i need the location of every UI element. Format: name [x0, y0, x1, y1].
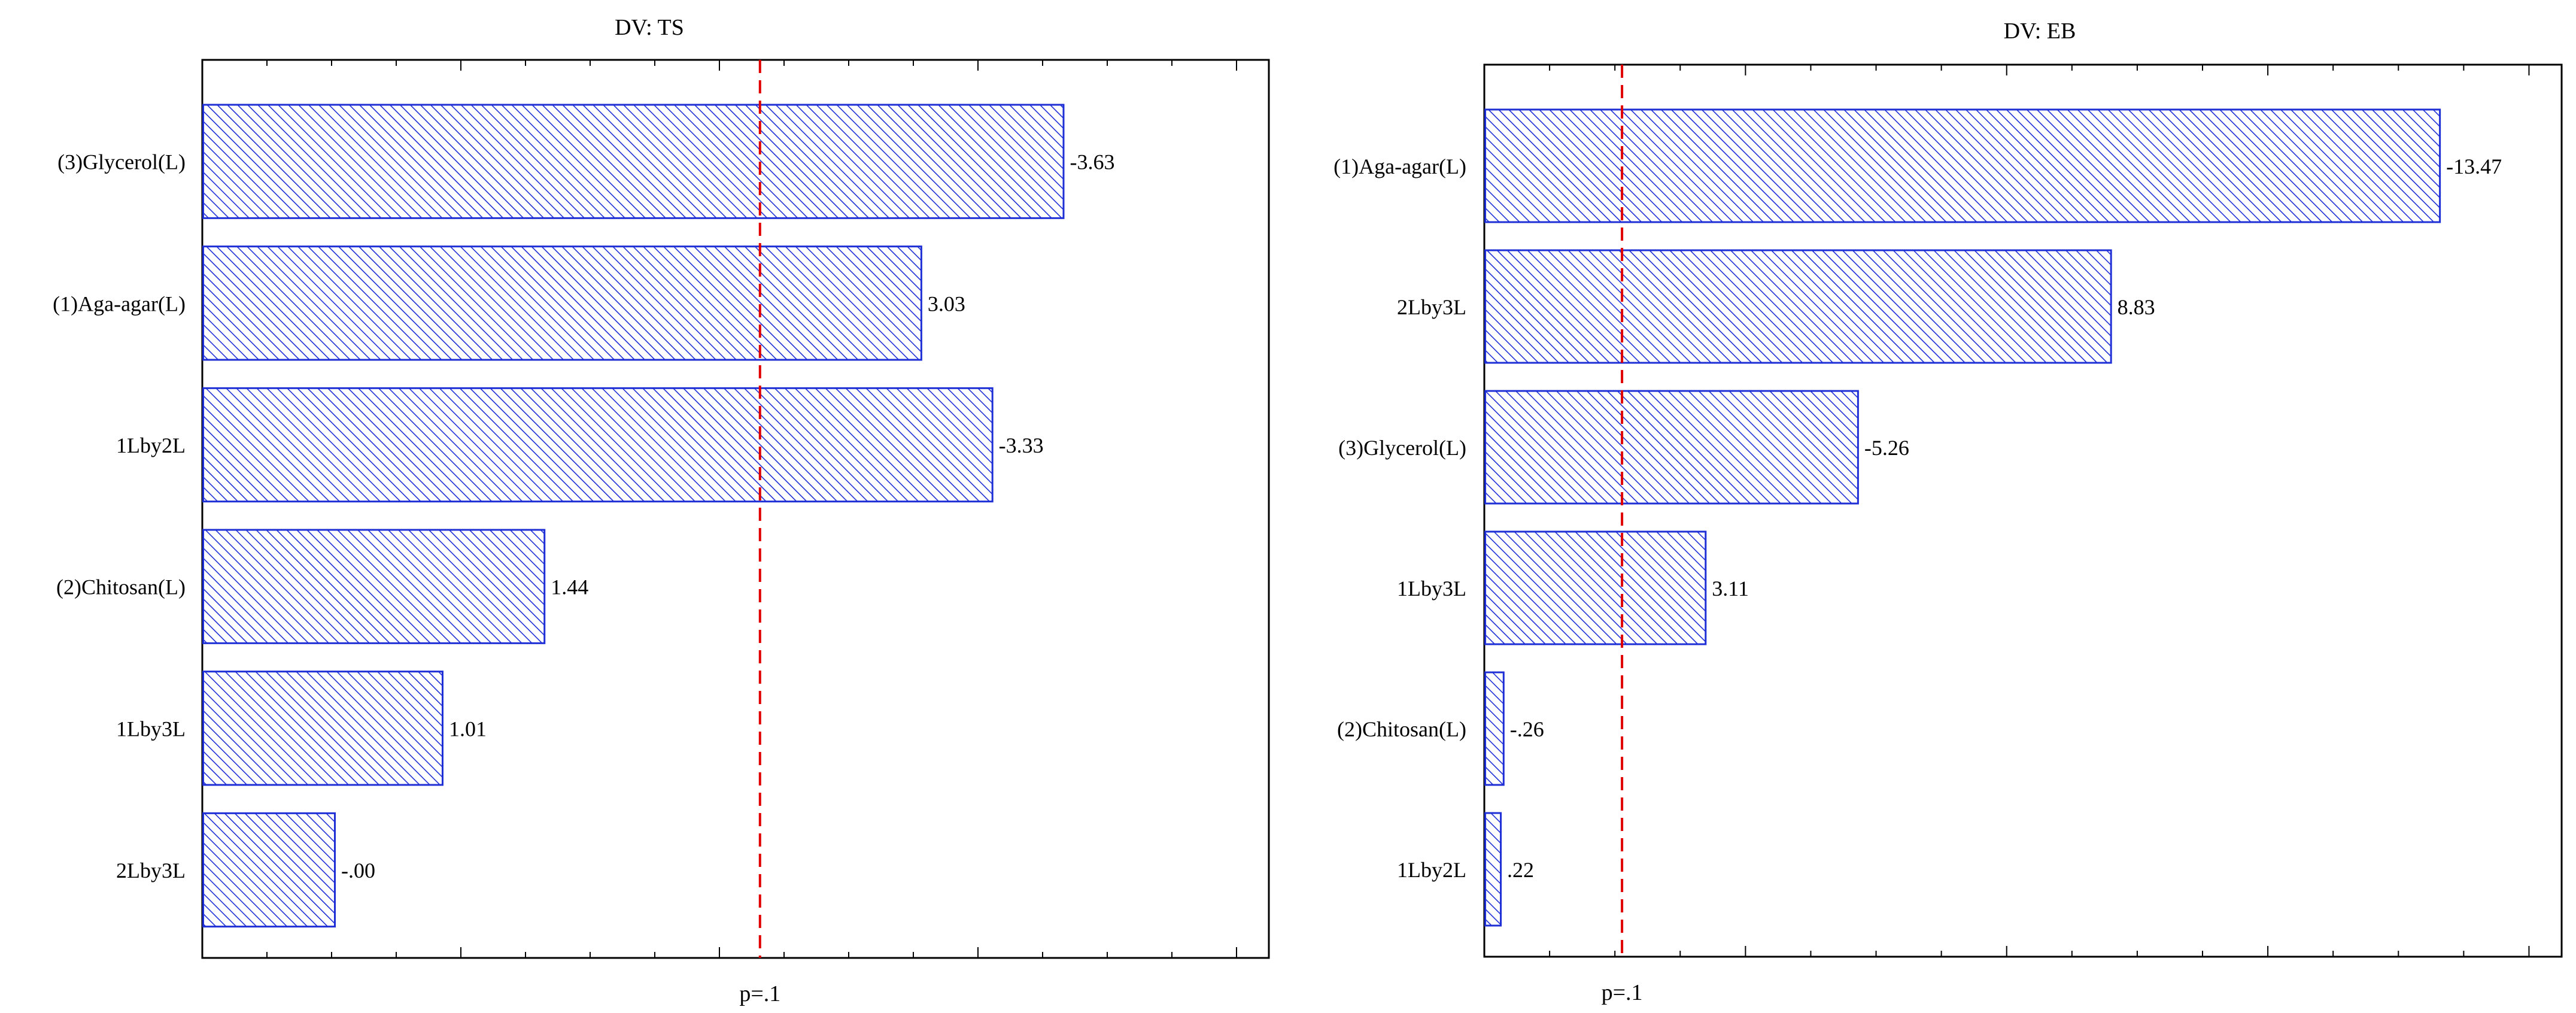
data-label: 1.44	[551, 575, 588, 599]
x-axis-label: p=.1	[1602, 980, 1643, 1005]
axis-ticks	[266, 60, 1237, 958]
bar-1	[202, 104, 1065, 219]
bar-4	[202, 529, 546, 644]
bar-2	[1484, 249, 2112, 364]
x-axis-label: p=.1	[739, 981, 780, 1006]
pareto-chart-ts: DV: TS (3)Glycerol(L) -3.63 (1)Aga-agar(L) 3…	[0, 0, 1287, 1013]
category-label: (3)Glycerol(L)	[1338, 436, 1466, 460]
category-label: (1)Aga-agar(L)	[53, 292, 186, 316]
chart-svg: DV: TS (3)Glycerol(L) -3.63 (1)Aga-agar(L) 3…	[53, 15, 1270, 1006]
category-label: 1Lby2L	[1397, 858, 1466, 882]
bar-6	[202, 812, 336, 928]
category-label: 1Lby2L	[116, 433, 186, 457]
data-label: .22	[1507, 858, 1534, 882]
plot-frame	[1483, 63, 2563, 958]
pareto-chart-eb: DV: EB (1)Aga-agar(L) -13.47 2Lby3L 8.83 (3)G…	[1287, 0, 2576, 1013]
bar-5	[1484, 671, 1505, 786]
category-label: 2Lby3L	[1397, 295, 1466, 319]
bar-3	[202, 387, 994, 503]
category-label: (3)Glycerol(L)	[57, 150, 186, 174]
data-label: -5.26	[1864, 436, 1909, 460]
data-label: -3.63	[1070, 150, 1114, 174]
data-label: 3.11	[1712, 577, 1749, 600]
bar-2	[202, 245, 922, 361]
category-label: 1Lby3L	[1397, 577, 1466, 600]
category-label: 1Lby3L	[116, 717, 186, 741]
plot-frame	[201, 59, 1270, 959]
data-label: 8.83	[2118, 295, 2155, 319]
chart-svg: DV: EB (1)Aga-agar(L) -13.47 2Lby3L 8.83 (3)G…	[1333, 19, 2563, 1005]
data-label: 3.03	[928, 292, 965, 316]
data-label: -.00	[341, 859, 375, 882]
axis-ticks	[1549, 65, 2530, 957]
chart-title: DV: TS	[615, 15, 684, 40]
category-label: (2)Chitosan(L)	[1337, 717, 1466, 741]
data-label: 1.01	[449, 717, 487, 741]
data-label: -.26	[1510, 717, 1544, 741]
category-label: 2Lby3L	[116, 859, 186, 882]
bar-3	[1484, 390, 1859, 505]
bar-5	[202, 671, 443, 786]
chart-title: DV: EB	[2004, 19, 2076, 44]
bar-4	[1484, 530, 1707, 645]
data-label: -13.47	[2446, 154, 2502, 178]
bar-1	[1484, 108, 2441, 223]
category-label: (1)Aga-agar(L)	[1333, 154, 1466, 178]
category-label: (2)Chitosan(L)	[56, 575, 186, 599]
bar-6	[1484, 812, 1502, 927]
data-label: -3.33	[999, 433, 1044, 457]
